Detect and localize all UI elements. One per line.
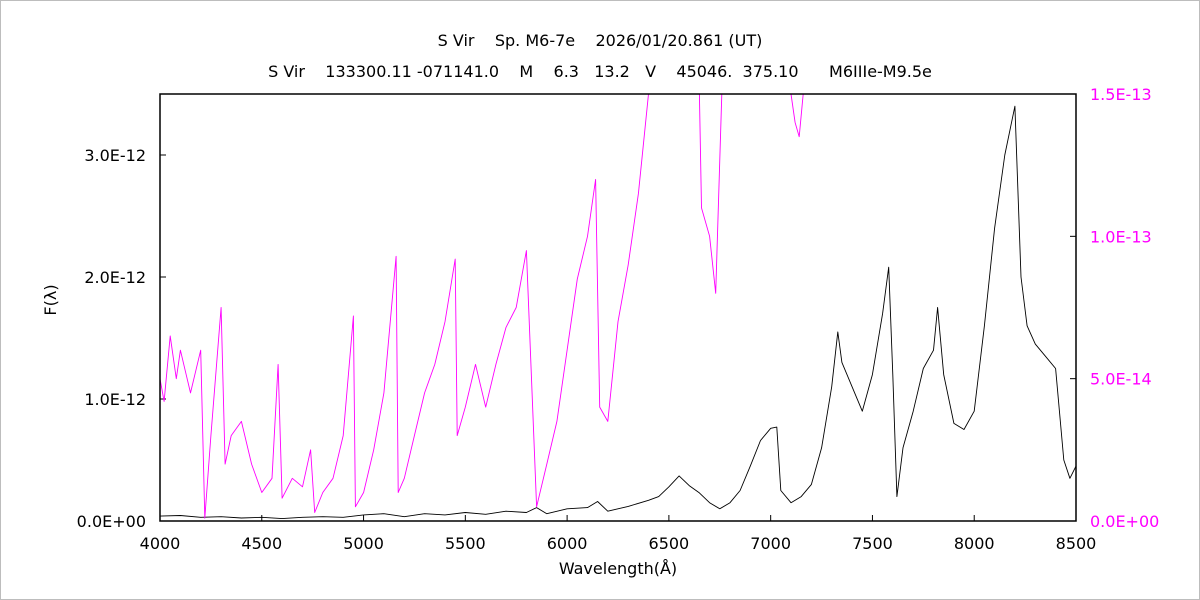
y-left-tick-label: 0.0E+00	[77, 512, 146, 531]
x-tick-label: 7500	[852, 534, 893, 553]
y-left-tick-label: 2.0E-12	[84, 268, 146, 287]
y-right-tick-label: 1.5E-13	[1090, 85, 1152, 104]
x-tick-label: 4500	[241, 534, 282, 553]
x-tick-label: 8000	[954, 534, 995, 553]
x-tick-label: 6500	[649, 534, 690, 553]
series-line-black	[160, 105, 1076, 520]
y-right-tick-label: 5.0E-14	[1090, 370, 1152, 389]
x-axis-label: Wavelength(Å)	[559, 559, 677, 578]
x-tick-label: 5000	[343, 534, 384, 553]
tick-marks	[159, 93, 1077, 522]
y-left-tick-label: 1.0E-12	[84, 390, 146, 409]
series-line-magenta	[160, 94, 804, 519]
chart-subtitle: S Vir 133300.11 -071141.0 M 6.3 13.2 V 4…	[268, 62, 932, 81]
y-axis-label: F(λ)	[41, 284, 60, 315]
y-left-tick-label: 3.0E-12	[84, 146, 146, 165]
series-layer	[160, 94, 1076, 520]
plot-area	[159, 93, 1077, 522]
x-tick-label: 6000	[547, 534, 588, 553]
y-right-tick-label: 1.0E-13	[1090, 227, 1152, 246]
x-tick-label: 8500	[1056, 534, 1097, 553]
y-right-tick-label: 0.0E+00	[1090, 512, 1159, 531]
chart-title: S Vir Sp. M6-7e 2026/01/20.861 (UT)	[438, 31, 763, 50]
x-tick-label: 4000	[140, 534, 181, 553]
x-tick-label: 7000	[750, 534, 791, 553]
tick-labels: 4000 4500 5000 5500 6000 6500 7000 7500 8000 8500…	[77, 85, 1160, 553]
x-tick-label: 5500	[445, 534, 486, 553]
